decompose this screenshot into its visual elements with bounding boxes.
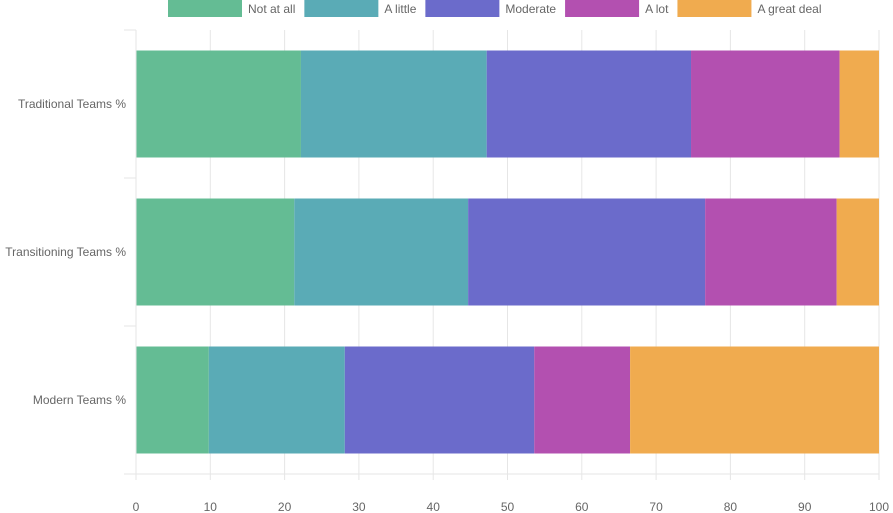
- bar-segment-a-lot: [705, 198, 837, 306]
- bar-segment-moderate: [468, 198, 706, 306]
- x-tick-label: 80: [724, 500, 738, 513]
- legend-swatch: [425, 0, 500, 17]
- x-tick-label: 20: [278, 500, 292, 513]
- bar-segment-a-great-deal: [836, 198, 879, 306]
- legend-swatch: [168, 0, 242, 17]
- x-tick-label: 70: [649, 500, 663, 513]
- legend-label: Not at all: [248, 2, 295, 16]
- bar-segment-not-at-all: [136, 198, 295, 306]
- bar-segment-a-great-deal: [839, 50, 879, 158]
- axes: 0 10 20 30 40 50 60 70 80 90 100 Traditional Teams …: [5, 30, 889, 513]
- bar-segment-a-lot: [534, 346, 631, 454]
- bar-segment-a-great-deal: [630, 346, 879, 454]
- bar-segment-a-little: [300, 50, 487, 158]
- bar-segment-a-lot: [691, 50, 840, 158]
- legend-swatch: [677, 0, 752, 17]
- y-category-label: Transitioning Teams %: [5, 245, 126, 259]
- legend-label: A lot: [645, 2, 669, 16]
- y-category-label: Traditional Teams %: [18, 97, 126, 111]
- y-category-label: Modern Teams %: [33, 393, 126, 407]
- x-tick-label: 0: [133, 500, 140, 513]
- bar-segment-a-little: [294, 198, 469, 306]
- x-tick-label: 100: [869, 500, 889, 513]
- legend: Not at all A little Moderate A lot A great d…: [168, 0, 822, 17]
- bar-segment-moderate: [486, 50, 692, 158]
- legend-swatch: [565, 0, 640, 17]
- x-tick-label: 10: [204, 500, 218, 513]
- legend-swatch: [304, 0, 379, 17]
- x-tick-label: 50: [501, 500, 515, 513]
- bars: [136, 50, 879, 454]
- legend-label: A great deal: [757, 2, 821, 16]
- legend-label: Moderate: [505, 2, 556, 16]
- bar-segment-not-at-all: [136, 346, 209, 454]
- x-tick-label: 30: [352, 500, 366, 513]
- bar-segment-moderate: [344, 346, 535, 454]
- bar-segment-not-at-all: [136, 50, 301, 158]
- x-tick-label: 60: [575, 500, 589, 513]
- legend-label: A little: [384, 2, 416, 16]
- x-tick-label: 40: [427, 500, 441, 513]
- x-tick-label: 90: [798, 500, 812, 513]
- bar-segment-a-little: [208, 346, 345, 454]
